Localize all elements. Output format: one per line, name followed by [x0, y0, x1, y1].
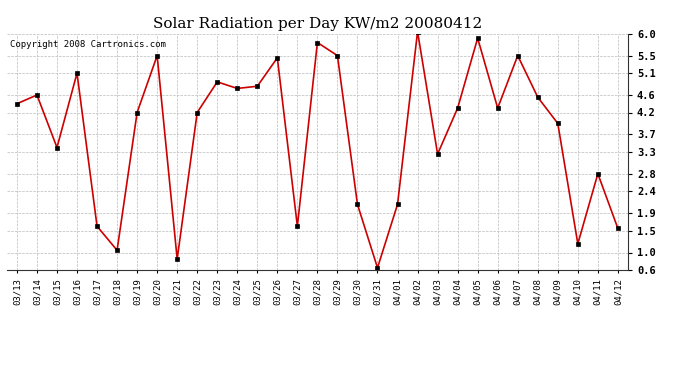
- Text: Copyright 2008 Cartronics.com: Copyright 2008 Cartronics.com: [10, 40, 166, 49]
- Title: Solar Radiation per Day KW/m2 20080412: Solar Radiation per Day KW/m2 20080412: [152, 17, 482, 31]
